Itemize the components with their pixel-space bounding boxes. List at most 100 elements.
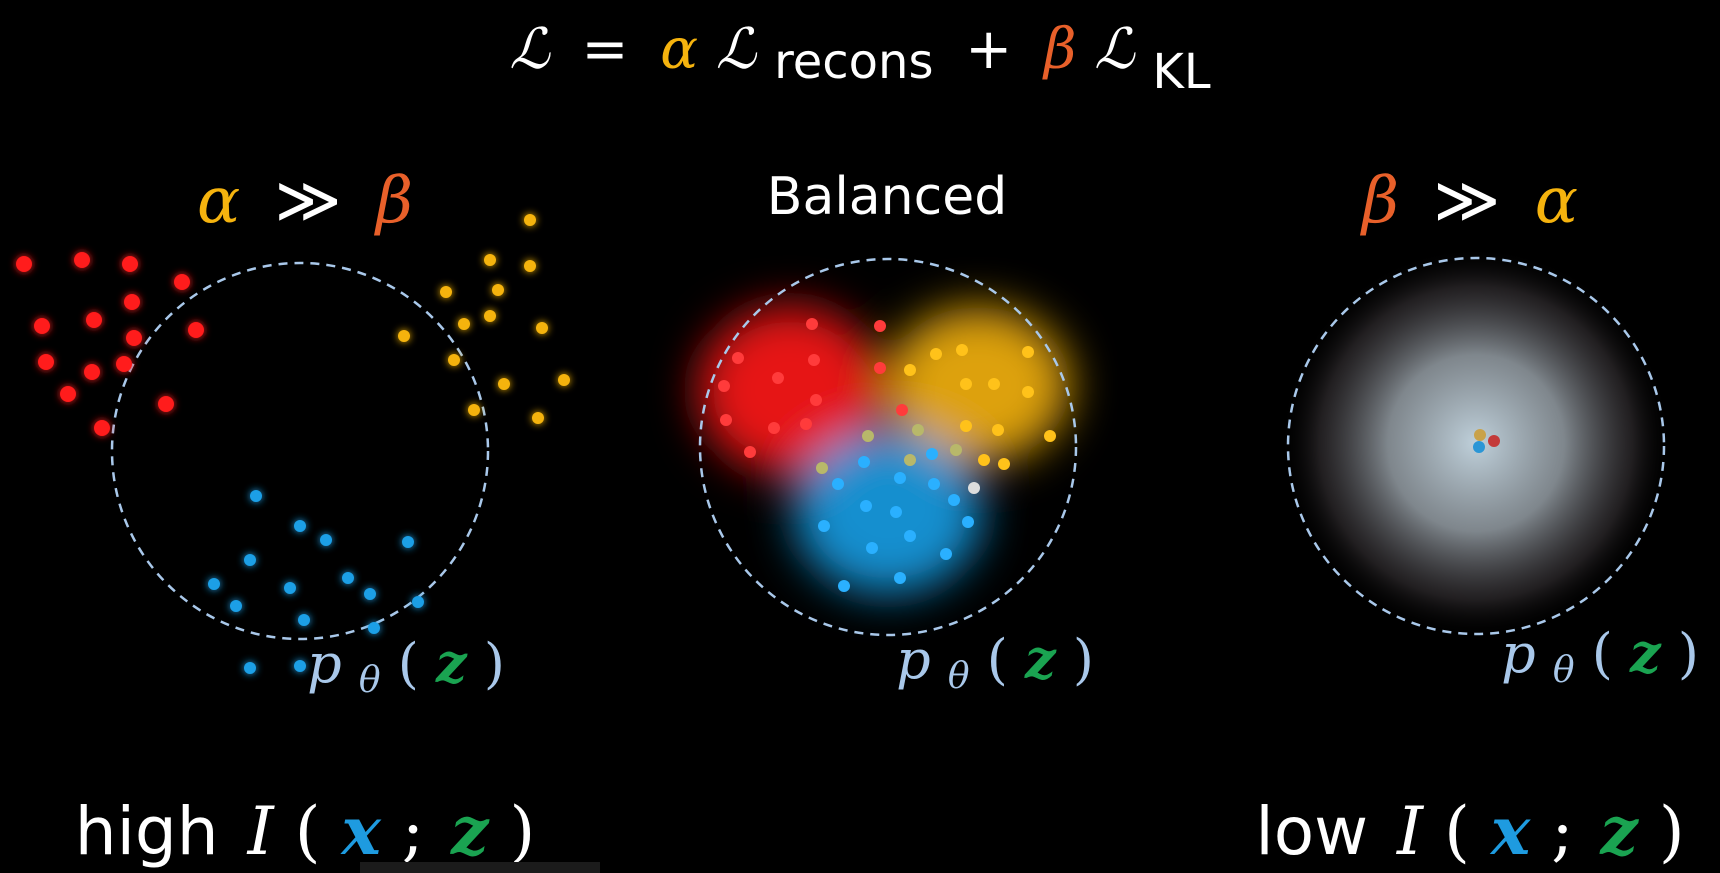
blue-latent-point bbox=[294, 520, 306, 532]
yellow-latent-point bbox=[1022, 386, 1034, 398]
blue-latent-point bbox=[342, 572, 354, 584]
yellow-latent-point bbox=[960, 378, 972, 390]
loss-formula: ℒ = α ℒ recons + β ℒ KL bbox=[509, 17, 1210, 100]
blue-latent-point bbox=[832, 478, 844, 490]
prior-p: p bbox=[896, 628, 931, 691]
mixed-latent-point bbox=[912, 424, 924, 436]
red-latent-point bbox=[800, 418, 812, 430]
yellow-latent-point bbox=[1044, 430, 1056, 442]
yellow-latent-point bbox=[524, 260, 536, 272]
yellow-latent-point bbox=[956, 344, 968, 356]
prior-theta: θ bbox=[948, 656, 970, 697]
blue-latent-point bbox=[894, 572, 906, 584]
yellow-latent-point bbox=[930, 348, 942, 360]
red-latent-point bbox=[34, 318, 50, 334]
yellow-latent-point bbox=[960, 420, 972, 432]
prior-p: p bbox=[307, 632, 342, 695]
red-latent-point bbox=[188, 322, 204, 338]
blue-latent-point bbox=[890, 506, 902, 518]
alpha-symbol: α bbox=[660, 17, 698, 82]
blue-latent-point bbox=[368, 622, 380, 634]
mi-z: z bbox=[1599, 792, 1639, 870]
yellow-latent-point bbox=[468, 404, 480, 416]
yellow-latent-point bbox=[536, 322, 548, 334]
yellow-latent-point bbox=[532, 412, 544, 424]
red-latent-point bbox=[60, 386, 76, 402]
kl-loss-symbol: ℒ bbox=[1094, 17, 1136, 82]
mixed-latent-point bbox=[950, 444, 962, 456]
yellow-latent-point bbox=[992, 424, 1004, 436]
prior-circle-1 bbox=[110, 261, 490, 641]
blue-latent-point bbox=[948, 494, 960, 506]
yellow-latent-point bbox=[998, 458, 1010, 470]
blue-latent-point bbox=[926, 448, 938, 460]
blue-latent-point bbox=[940, 548, 952, 560]
yellow-latent-point bbox=[978, 454, 990, 466]
mi-symbol: I bbox=[247, 793, 276, 870]
blue-blob bbox=[794, 430, 982, 594]
heading-beta: β bbox=[1360, 164, 1399, 238]
blue-latent-point bbox=[866, 542, 878, 554]
latent-points bbox=[16, 214, 1500, 674]
mi-separator: ; bbox=[1551, 793, 1573, 870]
red-latent-point bbox=[744, 446, 756, 458]
prior-open-paren: ( bbox=[987, 628, 1008, 691]
recon-loss-symbol: ℒ bbox=[716, 17, 758, 82]
prior-theta: θ bbox=[359, 660, 381, 701]
yellow-latent-point bbox=[398, 330, 410, 342]
yellow-latent-point bbox=[524, 214, 536, 226]
mi-word: low bbox=[1255, 793, 1368, 870]
mixed-latent-point bbox=[968, 482, 980, 494]
prior-close-paren: ) bbox=[484, 632, 505, 695]
blue-latent-point bbox=[364, 588, 376, 600]
yellow-latent-point bbox=[1474, 429, 1486, 441]
red-latent-point bbox=[720, 414, 732, 426]
mixed-latent-point bbox=[904, 454, 916, 466]
red-latent-point bbox=[38, 354, 54, 370]
blue-latent-point bbox=[208, 578, 220, 590]
prior-open-paren: ( bbox=[398, 632, 419, 695]
prior-label-1: p θ ( z ) bbox=[307, 631, 505, 705]
red-latent-point bbox=[874, 320, 886, 332]
yellow-latent-point bbox=[458, 318, 470, 330]
blue-latent-point bbox=[894, 472, 906, 484]
red-latent-point bbox=[116, 356, 132, 372]
yellow-latent-point bbox=[1022, 346, 1034, 358]
mi-close-paren: ) bbox=[1659, 793, 1685, 870]
mixed-latent-point bbox=[862, 430, 874, 442]
mutual-info-low: low I ( x ; z ) bbox=[1255, 792, 1684, 870]
red-latent-point bbox=[768, 422, 780, 434]
red-latent-point bbox=[84, 364, 100, 380]
mi-x: x bbox=[339, 792, 381, 870]
red-latent-point bbox=[74, 252, 90, 268]
red-latent-point bbox=[16, 256, 32, 272]
red-latent-point bbox=[1488, 435, 1500, 447]
red-latent-point bbox=[896, 404, 908, 416]
panel-3-heading: β ≫ α bbox=[1360, 164, 1578, 238]
mi-word: high bbox=[75, 793, 219, 870]
mi-z: z bbox=[450, 792, 490, 870]
red-latent-point bbox=[718, 380, 730, 392]
mi-open-paren: ( bbox=[295, 793, 321, 870]
blue-latent-point bbox=[858, 456, 870, 468]
red-latent-point bbox=[732, 352, 744, 364]
yellow-latent-point bbox=[484, 254, 496, 266]
heading-alpha: α bbox=[1535, 164, 1578, 238]
red-latent-point bbox=[174, 274, 190, 290]
yellow-latent-point bbox=[484, 310, 496, 322]
red-latent-point bbox=[806, 318, 818, 330]
plus-sign: + bbox=[965, 17, 1012, 82]
prior-z: z bbox=[1629, 621, 1662, 685]
prior-circle-3 bbox=[1286, 256, 1666, 636]
red-latent-point bbox=[94, 420, 110, 436]
prior-p: p bbox=[1501, 622, 1536, 685]
prior-label-3: p θ ( z ) bbox=[1501, 621, 1699, 695]
blue-latent-point bbox=[860, 500, 872, 512]
blue-latent-point bbox=[962, 516, 974, 528]
yellow-latent-point bbox=[448, 354, 460, 366]
yellow-latent-point bbox=[558, 374, 570, 386]
prior-close-paren: ) bbox=[1678, 622, 1699, 685]
yellow-latent-point bbox=[498, 378, 510, 390]
blue-latent-point bbox=[284, 582, 296, 594]
